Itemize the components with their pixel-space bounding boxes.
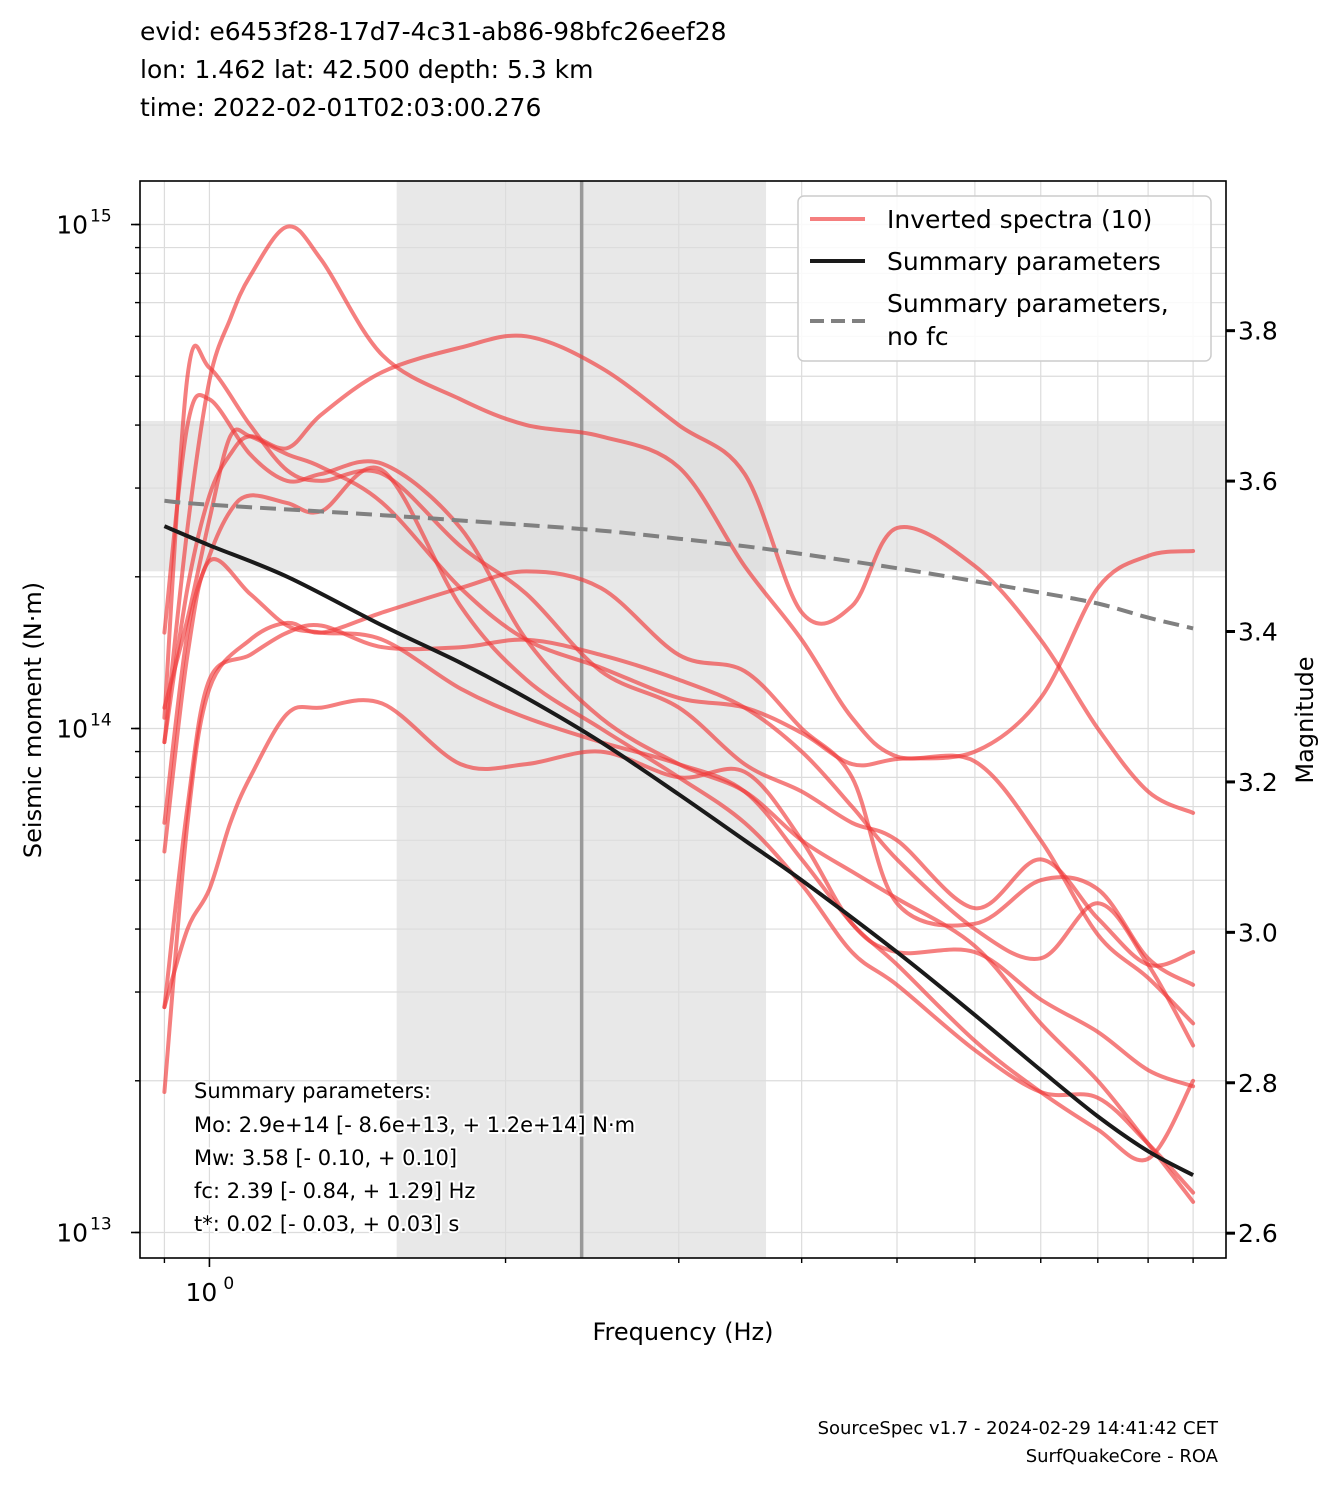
event-id-line: evid: e6453f28-17d7-4c31-ab86-98bfc26eef… (140, 17, 727, 46)
inverted-spectrum-7 (162, 622, 1196, 1048)
legend-label-line: no fc (887, 322, 949, 351)
summary-no-fc-line (164, 498, 1194, 631)
y-axis-label: Seismic moment (N·m) (19, 582, 47, 858)
y2-tick-label: 3.4 (1238, 618, 1278, 647)
summary-line (163, 524, 1195, 1177)
x-tick-label: 10 (186, 1278, 218, 1307)
inverted-spectrum-8 (162, 465, 1196, 1195)
legend: Inverted spectra (10) Summary parameters… (797, 195, 1212, 362)
y2-tick-label: 3.2 (1238, 768, 1278, 797)
inverted-spectrum-1 (162, 698, 1196, 1089)
footer-version: SourceSpec v1.7 - 2024-02-29 14:41:42 CE… (817, 1418, 1218, 1439)
y-tick-label-exponent: 13 (90, 1214, 112, 1234)
y-tick-label: 10 (56, 715, 88, 744)
y-tick-label: 10 (56, 1218, 88, 1247)
y-tick-label-exponent: 15 (90, 207, 112, 227)
inverted-spectrum-9 (162, 333, 1196, 815)
legend-box (797, 195, 1212, 362)
y2-tick-label: 3.6 (1238, 467, 1278, 496)
inverted-spectrum-5 (162, 393, 1196, 1204)
summary-tstar: t*: 0.02 [- 0.03, + 0.03] s (194, 1212, 459, 1236)
summary-box: Summary parameters: Mo: 2.9e+14 [- 8.6e+… (192, 1077, 637, 1238)
summary-mo: Mo: 2.9e+14 [- 8.6e+13, + 1.2e+14] N·m (194, 1113, 635, 1137)
legend-label-line: Summary parameters, (887, 289, 1169, 318)
location-line: lon: 1.462 lat: 42.500 depth: 5.3 km (140, 55, 594, 84)
summary-title: Summary parameters: (194, 1079, 431, 1103)
inverted-spectrum-4 (162, 224, 1196, 1026)
plot-frame (139, 180, 1227, 1259)
footer-credit: SurfQuakeCore - ROA (1025, 1446, 1218, 1467)
y-tick-label: 10 (56, 211, 88, 240)
y2-tick-label: 3.8 (1238, 317, 1278, 346)
legend-label-summary: Summary parameters (887, 247, 1161, 276)
legend-label-inverted: Inverted spectra (10) (887, 205, 1152, 234)
summary-fc: fc: 2.39 [- 0.84, + 1.29] Hz (194, 1179, 475, 1203)
inverted-spectrum-10 (162, 427, 1196, 768)
legend-label-summary-no-fc: Summary parameters, no fc (887, 289, 1169, 351)
summary-mw: Mw: 3.58 [- 0.10, + 0.10] (194, 1146, 457, 1170)
y2-tick-label: 3.0 (1238, 918, 1278, 947)
y2-axis-label: Magnitude (1291, 656, 1319, 783)
inverted-spectrum-6 (162, 343, 1196, 968)
mw-uncertainty-band (140, 420, 1226, 572)
time-line: time: 2022-02-01T02:03:00.276 (140, 93, 542, 122)
x-tick-label-exponent: 0 (223, 1274, 234, 1294)
x-axis-label: Frequency (Hz) (593, 1318, 774, 1346)
y2-tick-label: 2.6 (1238, 1219, 1278, 1248)
y2-tick-label: 2.8 (1238, 1069, 1278, 1098)
y-tick-label-exponent: 14 (90, 711, 112, 731)
series-lines (162, 224, 1196, 1204)
